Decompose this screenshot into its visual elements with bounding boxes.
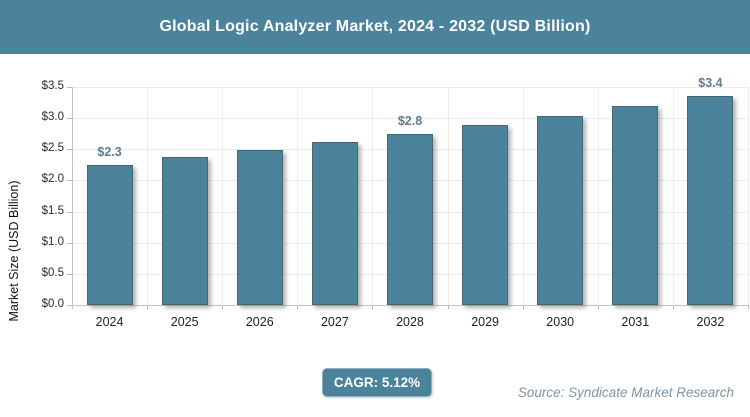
x-tick-mark xyxy=(222,305,224,309)
bar xyxy=(462,124,509,305)
x-tick-label: 2024 xyxy=(95,315,124,329)
chart-title-bar: Global Logic Analyzer Market, 2024 - 203… xyxy=(0,0,750,54)
v-gridline xyxy=(447,87,449,305)
x-tick-label: 2028 xyxy=(396,315,424,329)
y-gridline xyxy=(72,118,748,120)
x-tick-label: 2030 xyxy=(546,315,575,329)
bar xyxy=(161,157,208,305)
y-tick-label: $2.0 xyxy=(41,173,64,186)
y-tick-label: $2.5 xyxy=(41,142,64,155)
v-gridline xyxy=(672,87,674,305)
y-tick-label: $3.0 xyxy=(41,111,64,124)
bar-chart: Market Size (USD Billion) $0.0 $0.5 $1.0 $1… xyxy=(0,54,750,354)
x-tick-mark xyxy=(147,305,149,309)
x-tick-mark xyxy=(748,305,749,309)
bar xyxy=(86,164,133,305)
x-tick-mark xyxy=(597,305,599,309)
v-gridline xyxy=(597,87,599,305)
v-gridline xyxy=(748,87,749,305)
source-note: Source: Syndicate Market Research xyxy=(517,385,734,400)
chart-title: Global Logic Analyzer Market, 2024 - 203… xyxy=(159,18,591,35)
y-tick-label: $0.0 xyxy=(41,298,64,310)
bar xyxy=(387,133,433,305)
x-tick-label: 2032 xyxy=(696,315,725,329)
y-tick-label: $0.5 xyxy=(41,266,64,279)
y-tick-label: $1.0 xyxy=(41,235,64,248)
y-gridline xyxy=(72,87,748,88)
bar-value-label: $2.3 xyxy=(97,144,122,159)
x-tick-label: 2031 xyxy=(621,315,650,329)
v-gridline xyxy=(522,87,524,305)
bar xyxy=(236,149,283,305)
cagr-label: CAGR: 5.12% xyxy=(333,375,421,390)
y-tick-mark xyxy=(67,211,72,213)
y-axis-title: Market Size (USD Billion) xyxy=(7,180,21,322)
y-tick-mark xyxy=(67,87,72,88)
x-tick-label: 2027 xyxy=(320,315,349,329)
bar xyxy=(311,142,358,305)
x-tick-mark xyxy=(522,305,524,309)
y-tick-mark xyxy=(67,242,72,244)
y-tick-mark xyxy=(67,149,72,151)
v-gridline xyxy=(147,87,149,305)
y-axis-line xyxy=(72,87,73,309)
x-tick-label: 2029 xyxy=(471,315,499,329)
x-tick-mark xyxy=(672,305,674,309)
bar xyxy=(537,115,584,305)
bar-value-label: $3.4 xyxy=(698,76,723,91)
x-tick-label: 2026 xyxy=(245,315,274,329)
y-tick-mark xyxy=(67,273,72,275)
x-tick-mark xyxy=(372,305,374,309)
v-gridline xyxy=(297,87,299,305)
bar xyxy=(612,106,659,305)
y-tick-mark xyxy=(67,118,72,120)
y-tick-label: $1.5 xyxy=(41,204,64,217)
y-tick-label: $3.5 xyxy=(41,80,64,92)
cagr-badge: CAGR: 5.12% xyxy=(322,368,432,397)
y-tick-mark xyxy=(67,180,72,182)
x-tick-mark xyxy=(447,305,449,309)
bar-value-label: $2.8 xyxy=(397,113,423,128)
x-tick-label: 2025 xyxy=(170,315,199,329)
x-axis-line xyxy=(67,305,748,306)
v-gridline xyxy=(222,87,224,305)
bar xyxy=(687,96,734,305)
v-gridline xyxy=(372,87,374,305)
x-tick-mark xyxy=(297,305,299,309)
